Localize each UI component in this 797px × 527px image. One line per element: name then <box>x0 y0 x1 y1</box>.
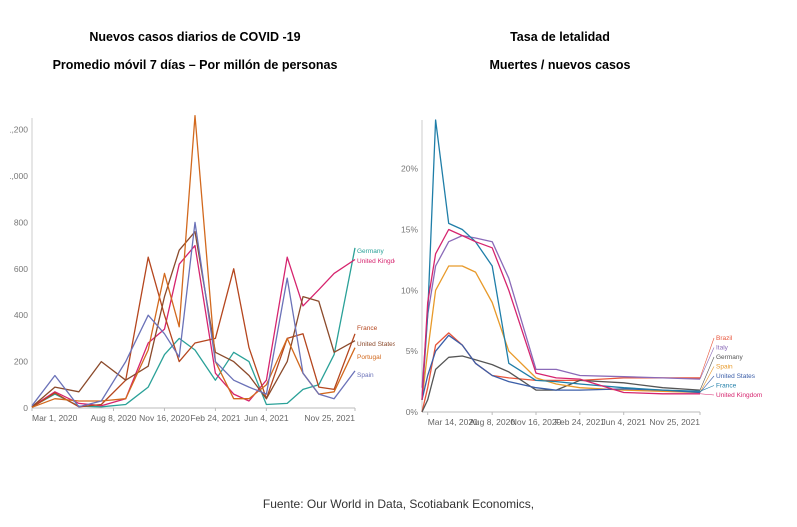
legend-united-states: United States <box>716 373 756 380</box>
series-line-united-states <box>31 231 356 408</box>
x-tick-label: Jun 4, 2021 <box>244 413 289 423</box>
legend-connector <box>699 356 715 391</box>
legend-germany: Germany <box>716 354 743 361</box>
legend-connector <box>699 337 715 379</box>
series-line-italy <box>421 234 701 388</box>
y-tick-label: 600 <box>14 264 28 274</box>
y-tick-label: 1,000 <box>10 171 28 181</box>
right-chart-title: Tasa de letalidad <box>510 30 610 44</box>
y-tick-label: 200 <box>14 357 28 367</box>
legend-connector <box>699 347 715 380</box>
x-tick-label: Feb 24, 2021 <box>555 417 605 427</box>
legend-connector <box>699 375 715 393</box>
legend-france: France <box>357 325 378 332</box>
left-chart-subtitle: Promedio móvil 7 días – Por millón de pe… <box>52 58 338 72</box>
series-line-brazil <box>421 332 700 413</box>
series-line-united-states <box>421 334 701 400</box>
legend-united-kingdom: United Kingdom <box>357 258 395 265</box>
legend-united-states: United States <box>357 341 395 348</box>
series-line-spain <box>31 221 356 408</box>
y-tick-label: 1,200 <box>10 125 28 135</box>
series-line-france <box>31 256 356 408</box>
legend-united-kingdom: United Kingdom <box>716 392 762 399</box>
series-line-portugal <box>31 115 356 408</box>
legend-connector <box>699 385 715 392</box>
y-tick-label: 20% <box>401 164 418 174</box>
right-chart: 0% 5% 10% 15% 20% Mar 14, 2020 Aug 8, 2020 Nov … <box>398 110 763 435</box>
legend-spain: Spain <box>716 364 733 371</box>
y-tick-label: 0% <box>406 407 419 417</box>
y-tick-label: 5% <box>406 346 419 356</box>
source-note: Fuente: Our World in Data, Scotiabank Ec… <box>262 497 535 511</box>
legend-france: France <box>716 383 737 390</box>
x-tick-label: Nov 25, 2021 <box>649 417 700 427</box>
legend-germany: Germany <box>357 248 384 255</box>
x-tick-label: Nov 16, 2020 <box>139 413 190 423</box>
y-tick-label: 0 <box>23 403 28 413</box>
y-tick-label: 15% <box>401 225 418 235</box>
legend-portugal: Portugal <box>357 354 382 361</box>
x-tick-label: Nov 16, 2020 <box>511 417 562 427</box>
series-line-france <box>421 119 701 400</box>
legend-spain: Spain <box>357 372 374 379</box>
legend-connector <box>699 393 715 396</box>
x-tick-label: Mar 1, 2020 <box>32 413 78 423</box>
series-line-spain <box>421 265 701 400</box>
x-tick-label: Feb 24, 2021 <box>190 413 240 423</box>
legend-italy: Italy <box>716 345 729 352</box>
cases-line-chart: 0 200 400 600 800 1,000 1,200 Mar 1, 2020 Aug 8,… <box>10 115 395 423</box>
right-chart-subtitle: Muertes / nuevos casos <box>489 58 631 72</box>
series-line-united-kingdom <box>31 244 356 408</box>
series-line-germany <box>421 355 701 413</box>
left-chart-title: Nuevos casos diarios de COVID -19 <box>89 30 301 44</box>
x-tick-label: Jun 4, 2021 <box>601 417 646 427</box>
x-tick-label: Mar 14, 2020 <box>428 417 478 427</box>
y-tick-label: 10% <box>401 285 418 295</box>
x-tick-label: Nov 25, 2021 <box>304 413 355 423</box>
x-tick-label: Aug 8, 2020 <box>91 413 137 423</box>
left-chart: 0 200 400 600 800 1,000 1,200 Mar 1, 2020 Aug 8,… <box>10 110 395 430</box>
series-line-germany <box>31 247 356 408</box>
x-tick-label: Aug 8, 2020 <box>469 417 515 427</box>
legend-brazil: Brazil <box>716 335 733 342</box>
series-line-united-kingdom <box>421 228 700 400</box>
y-tick-label: 800 <box>14 217 28 227</box>
y-tick-label: 400 <box>14 310 28 320</box>
legend-connector <box>699 366 715 393</box>
